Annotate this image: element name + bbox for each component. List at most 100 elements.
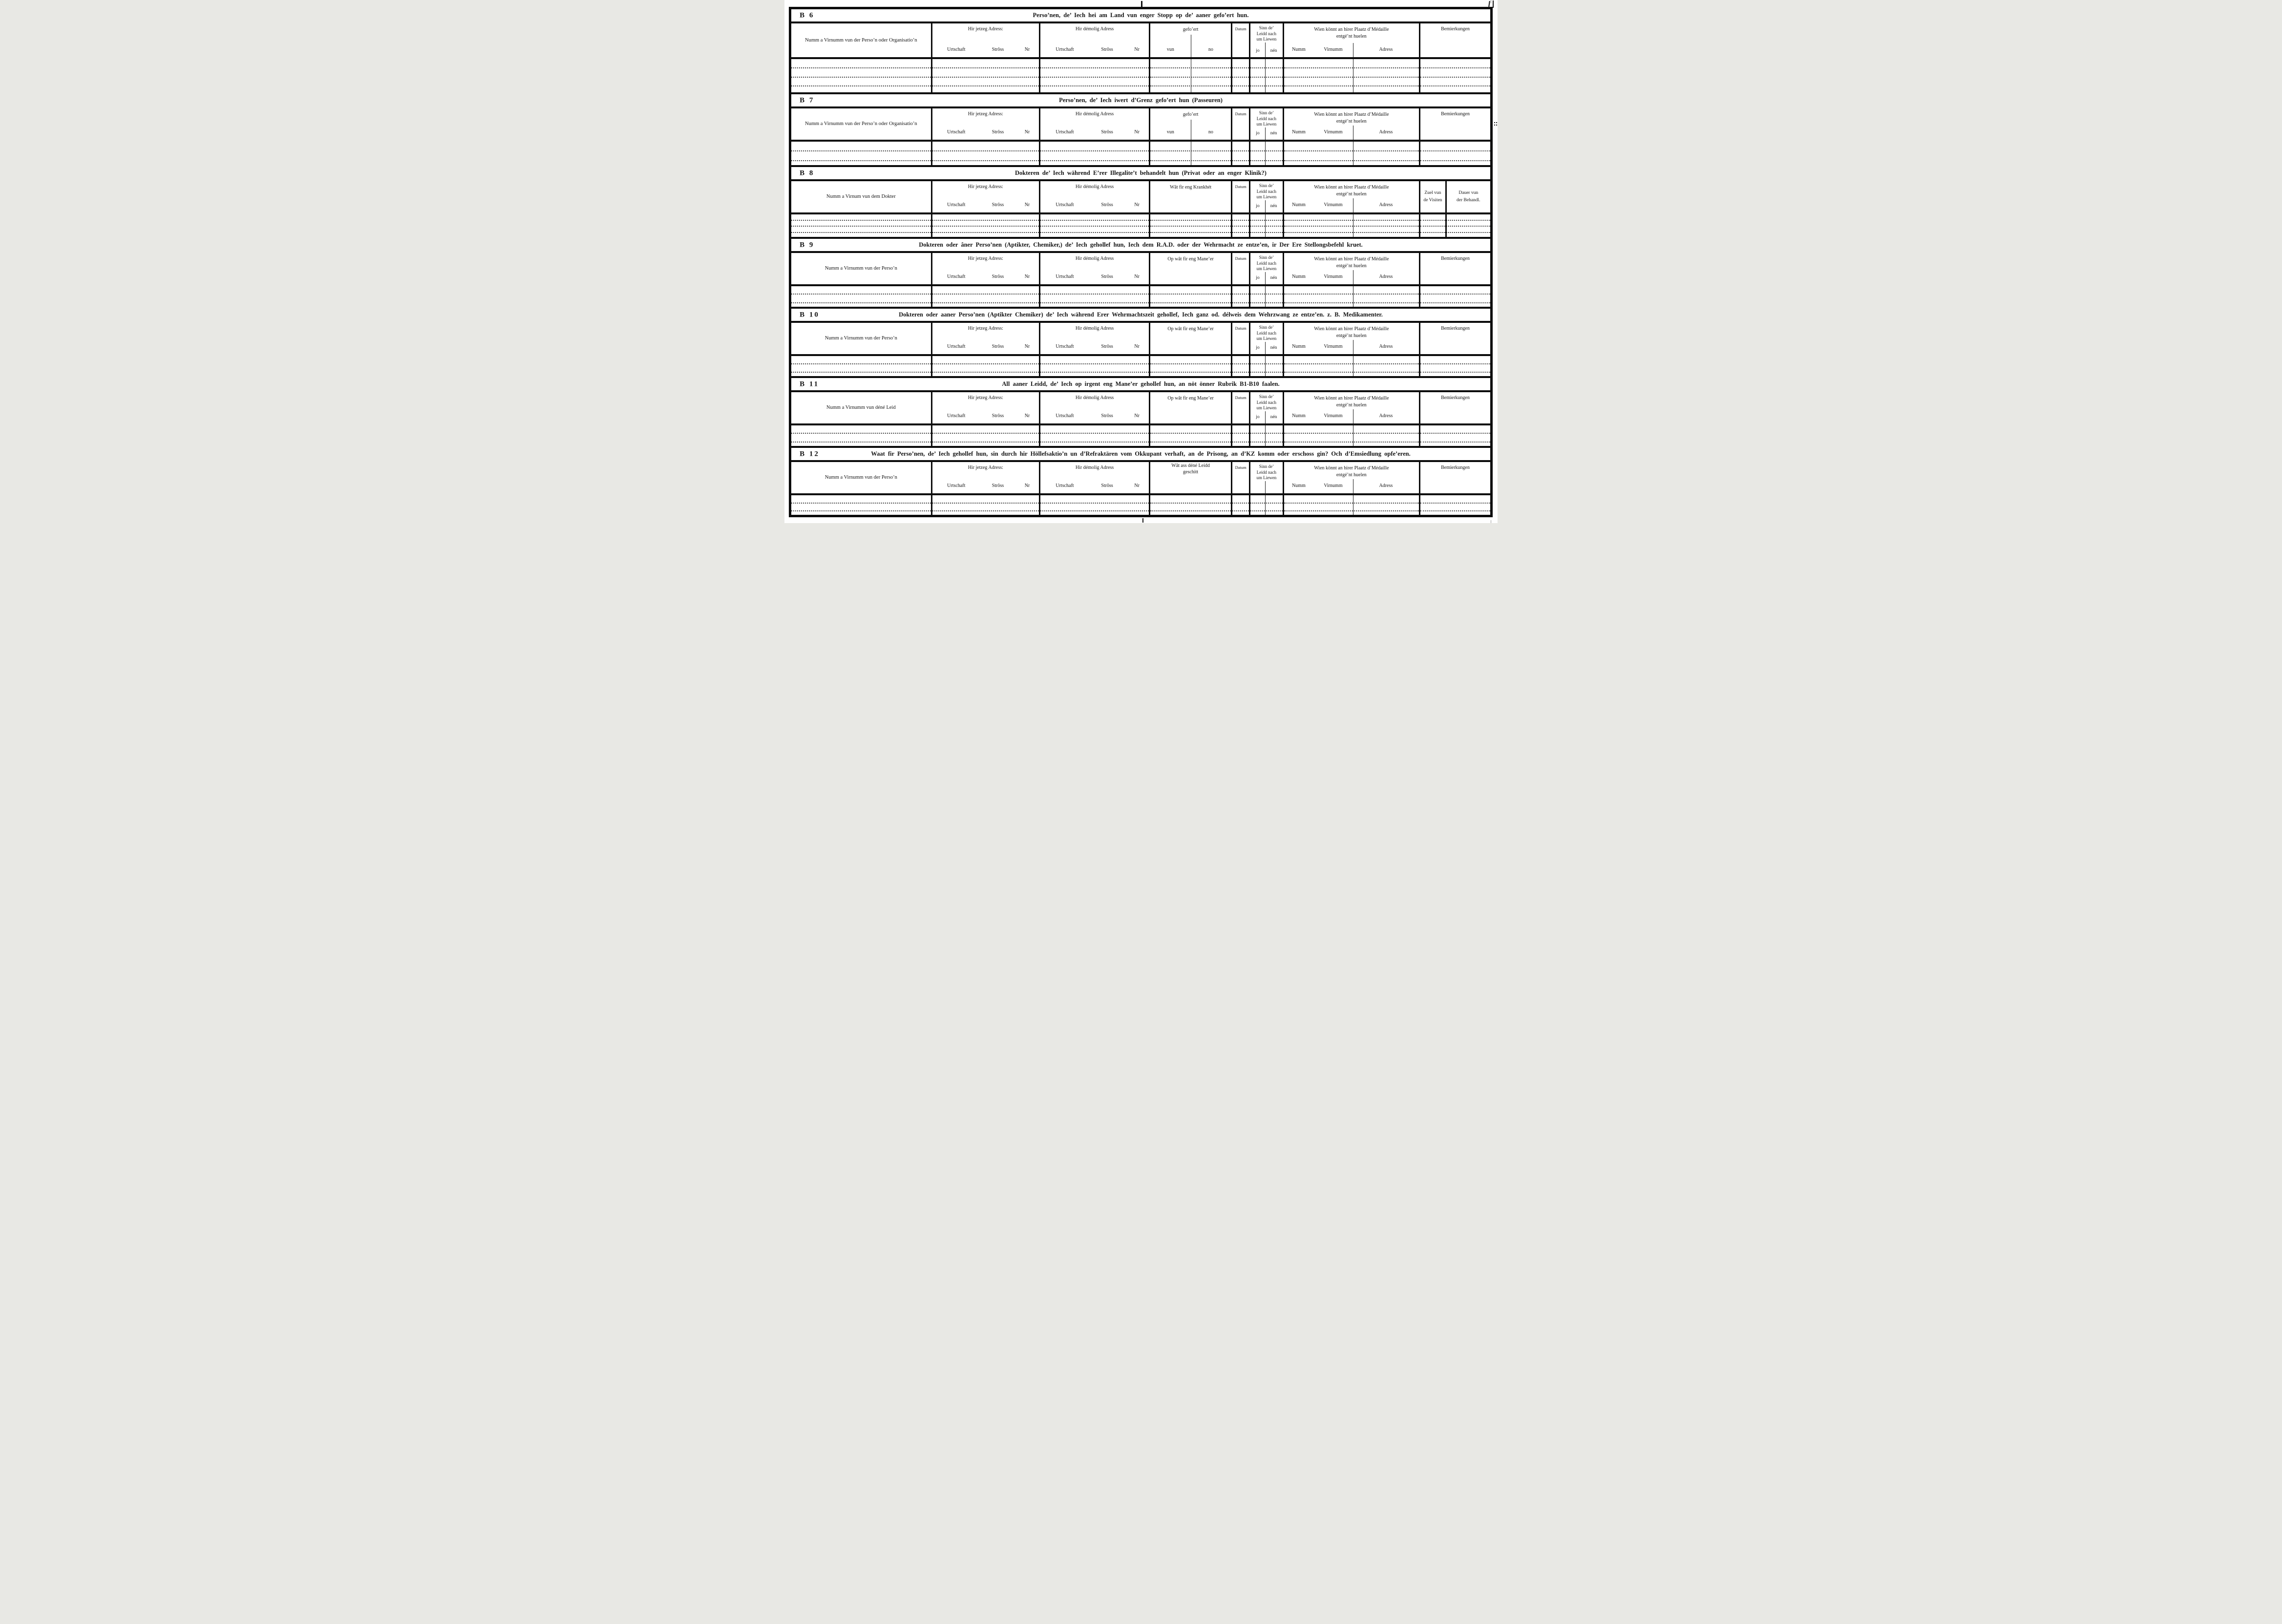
manner-label-line1: Op wât fir eng Mane’er	[1167, 396, 1214, 401]
writing-line	[1420, 295, 1490, 303]
sublabel-numm: Numm	[1292, 483, 1306, 488]
still-alive-line3: um Liewen	[1256, 336, 1277, 341]
former-address-label: Hir démolig Adress	[1075, 26, 1114, 32]
section-b10: B 10 Dokteren oder aaner Perso’nen (Apti…	[791, 307, 1490, 376]
writing-line	[1420, 151, 1490, 161]
write-cell-former-address	[1039, 286, 1149, 307]
former-address-label: Hir démolig Adress	[1075, 465, 1114, 470]
writing-line	[1284, 214, 1419, 221]
write-cell-current-address	[930, 286, 1039, 307]
manner-sublabels: vun no	[1150, 33, 1231, 57]
sublabel-numm: Numm	[1292, 46, 1306, 52]
writing-line	[1040, 364, 1149, 373]
sublabel-nen: nén	[1270, 131, 1277, 136]
writing-line	[1150, 214, 1231, 221]
sublabel-urtschaft: Urtschaft	[947, 46, 966, 52]
writing-line	[1232, 78, 1249, 87]
writing-line	[932, 151, 1039, 161]
write-cell-remarks	[1419, 142, 1490, 165]
current-address-sublabels: Urtschaft Strôss Nr	[932, 413, 1039, 424]
writing-line-spacer	[1420, 161, 1490, 165]
sublabel-numm: Numm	[1292, 413, 1306, 419]
writing-line	[1150, 221, 1231, 227]
remarks-label: Bemierkungen	[1441, 26, 1470, 32]
col-header-still-alive: Sinn de’ Leidd nach um Liewen jo nén	[1249, 253, 1282, 284]
write-cell-former-address	[1039, 59, 1149, 92]
col-header-manner: Op wât fir eng Mane’er	[1149, 253, 1231, 284]
still-alive-sublabels: jo nén	[1250, 200, 1282, 212]
section-title: Dokteren oder aaner Perso’nen (Aptikter …	[899, 311, 1383, 318]
col-header-remarks: Bemierkungen Zuel vun de Visiten Dauer v…	[1419, 23, 1490, 57]
medal-recipient-line2: entgé’nt huelen	[1336, 333, 1367, 338]
writing-line-spacer	[1420, 233, 1490, 237]
write-cell-medal-recipient	[1282, 142, 1419, 165]
writing-line	[1150, 495, 1231, 504]
col-header-visit-count: Zuel vun de Visiten	[1420, 181, 1445, 212]
still-alive-sublabels: jo nén	[1250, 42, 1282, 57]
col-header-name: Numm a Virnum vun dem Dokter	[791, 181, 931, 212]
section-writing-area	[791, 59, 1490, 92]
writing-line	[791, 504, 931, 512]
write-cell-name	[791, 495, 931, 515]
col-header-still-alive: Sinn de’ Leidd nach um Liewen jo nén	[1249, 462, 1282, 493]
writing-line-spacer	[791, 373, 931, 376]
writing-line	[1420, 286, 1490, 295]
writing-line-spacer	[1284, 443, 1419, 446]
section-title-bar: B 10 Dokteren oder aaner Perso’nen (Apti…	[791, 309, 1490, 323]
writing-line	[1420, 221, 1490, 227]
col-header-medal-recipient: Wien könnt an hirer Plaatz d’Médaille en…	[1282, 323, 1419, 354]
writing-line	[1232, 214, 1249, 221]
writing-line	[1284, 59, 1419, 68]
section-number: B 8	[800, 169, 815, 177]
section-b9: B 9 Dokteren oder âner Perso’nen (Aptikt…	[791, 237, 1490, 307]
section-header-row: Numm a Virnumm vun der Perso’n Hir jetze…	[791, 253, 1490, 286]
writing-line	[791, 214, 931, 221]
write-cell-manner	[1149, 286, 1231, 307]
manner-label: gefo’ert	[1150, 108, 1231, 118]
sublabel-nen: nén	[1270, 415, 1277, 420]
scan-artifact-bottom-tick	[1142, 518, 1143, 523]
write-cell-date	[1231, 495, 1249, 515]
sublabel-nr: Nr	[1024, 483, 1030, 488]
writing-line	[1232, 227, 1249, 233]
writing-line	[1250, 59, 1283, 68]
section-header-row: Numm a Virnumm vun der Perso’n oder Orga…	[791, 23, 1490, 59]
writing-line	[1250, 425, 1283, 434]
medal-recipient-label: Wien könnt an hirer Plaatz d’Médaille en…	[1284, 108, 1419, 125]
manner-label: Op wât fir eng Mane’er	[1150, 253, 1231, 262]
former-address-label: Hir démolig Adress	[1075, 184, 1114, 190]
still-alive-label: Sinn de’ Leidd nach um Liewen	[1250, 23, 1282, 42]
writing-line	[1420, 364, 1490, 373]
still-alive-label: Sinn de’ Leidd nach um Liewen	[1250, 108, 1282, 127]
sublabel-urtschaft: Urtschaft	[1056, 202, 1074, 208]
writing-line	[1284, 434, 1419, 443]
write-cell-current-address	[930, 142, 1039, 165]
writing-line	[932, 364, 1039, 373]
sublabel-stross: Strôss	[1101, 413, 1113, 419]
write-cell-date	[1231, 59, 1249, 92]
write-cell-medal-recipient	[1282, 356, 1419, 376]
writing-line	[1284, 364, 1419, 373]
medal-recipient-label: Wien könnt an hirer Plaatz d’Médaille en…	[1284, 323, 1419, 339]
col-header-former-address: Hir démolig Adress Urtschaft Strôss Nr	[1039, 23, 1149, 57]
former-address-sublabels: Urtschaft Strôss Nr	[1040, 344, 1149, 355]
name-header-label: Numm a Virnumm vun der Perso’n oder Orga…	[804, 121, 917, 127]
write-cell-still-alive	[1249, 286, 1283, 307]
section-writing-area	[791, 142, 1490, 165]
writing-line	[1420, 356, 1490, 365]
writing-line	[1250, 78, 1283, 87]
writing-line-spacer	[1420, 511, 1490, 515]
sublabel-stross: Strôss	[992, 46, 1004, 52]
col-header-former-address: Hir démolig Adress Urtschaft Strôss Nr	[1039, 108, 1149, 140]
writing-line-spacer	[1040, 373, 1149, 376]
write-cell-still-alive	[1249, 356, 1283, 376]
section-title-bar: B 6 Perso’nen, de’ Iech hei am Land vun …	[791, 9, 1490, 23]
col-header-remarks: Bemierkungen Zuel vun de Visiten Dauer v…	[1419, 108, 1490, 140]
writing-line-spacer	[1040, 443, 1149, 446]
section-title-bar: B 11 All aaner Leidd, de’ Iech op irgent…	[791, 378, 1490, 392]
section-number: B 10	[800, 311, 820, 318]
section-number: B 7	[800, 96, 815, 104]
writing-line	[1150, 78, 1231, 87]
still-alive-label: Sinn de’ Leidd nach um Liewen	[1250, 392, 1282, 411]
name-header-label: Numm a Virnumm vun der Perso’n	[824, 266, 897, 272]
